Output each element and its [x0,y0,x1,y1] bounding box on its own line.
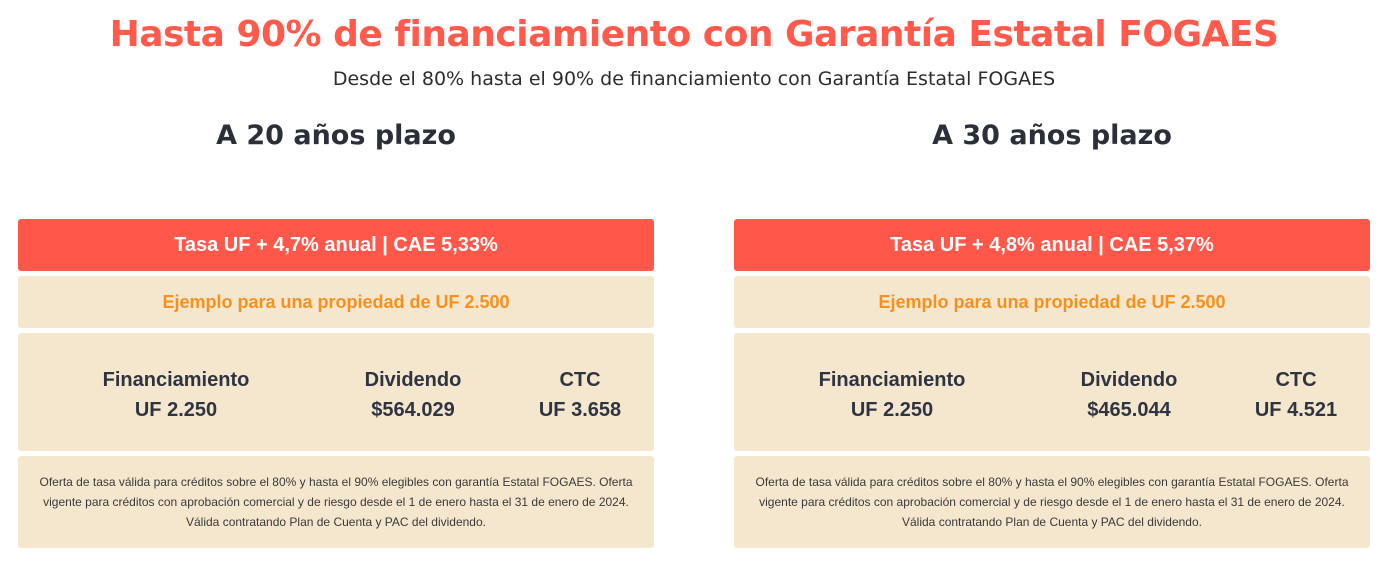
metrics-box: Financiamiento UF 2.250 Dividendo $564.0… [18,333,654,451]
metric-value: $564.029 [371,399,455,421]
metric-label: CTC [1275,369,1317,391]
metric-value: UF 3.658 [538,399,622,421]
metric-label: Financiamiento [818,369,966,391]
metric-financiamiento: Financiamiento UF 2.250 [794,365,990,425]
metric-value: $465.044 [1087,399,1171,421]
metric-ctc: CTC UF 3.658 [520,365,640,425]
example-box: Ejemplo para una propiedad de UF 2.500 [18,276,654,328]
metric-dividendo: Dividendo $564.029 [340,365,486,425]
metric-financiamiento: Financiamiento UF 2.250 [78,365,274,425]
page-subtitle: Desde el 80% hasta el 90% de financiamie… [332,68,1056,90]
disclaimer-box: Oferta de tasa válida para créditos sobr… [734,456,1370,548]
metric-dividendo: Dividendo $465.044 [1056,365,1202,425]
metric-label: Dividendo [1080,369,1178,391]
plan-term-heading: A 20 años plazo [216,120,456,151]
rate-banner: Tasa UF + 4,7% anual | CAE 5,33% [18,219,654,271]
metric-value: UF 2.250 [134,399,218,421]
disclaimer-text: Oferta de tasa válida para créditos sobr… [755,475,1349,529]
metric-label: Financiamiento [102,369,250,391]
metrics-box: Financiamiento UF 2.250 Dividendo $465.0… [734,333,1370,451]
example-label: Ejemplo para una propiedad de UF 2.500 [878,291,1226,312]
plan-term-heading: A 30 años plazo [932,120,1172,151]
rate-banner: Tasa UF + 4,8% anual | CAE 5,37% [734,219,1370,271]
metric-ctc: CTC UF 4.521 [1236,365,1356,425]
metric-value: UF 4.521 [1254,399,1338,421]
page-title: Hasta 90% de financiamiento con Garantía… [109,14,1279,55]
disclaimer-text: Oferta de tasa válida para créditos sobr… [39,475,633,529]
example-label: Ejemplo para una propiedad de UF 2.500 [162,291,510,312]
metric-value: UF 2.250 [850,399,934,421]
metric-label: Dividendo [364,369,462,391]
metric-label: CTC [559,369,601,391]
disclaimer-box: Oferta de tasa válida para créditos sobr… [18,456,654,548]
example-box: Ejemplo para una propiedad de UF 2.500 [734,276,1370,328]
